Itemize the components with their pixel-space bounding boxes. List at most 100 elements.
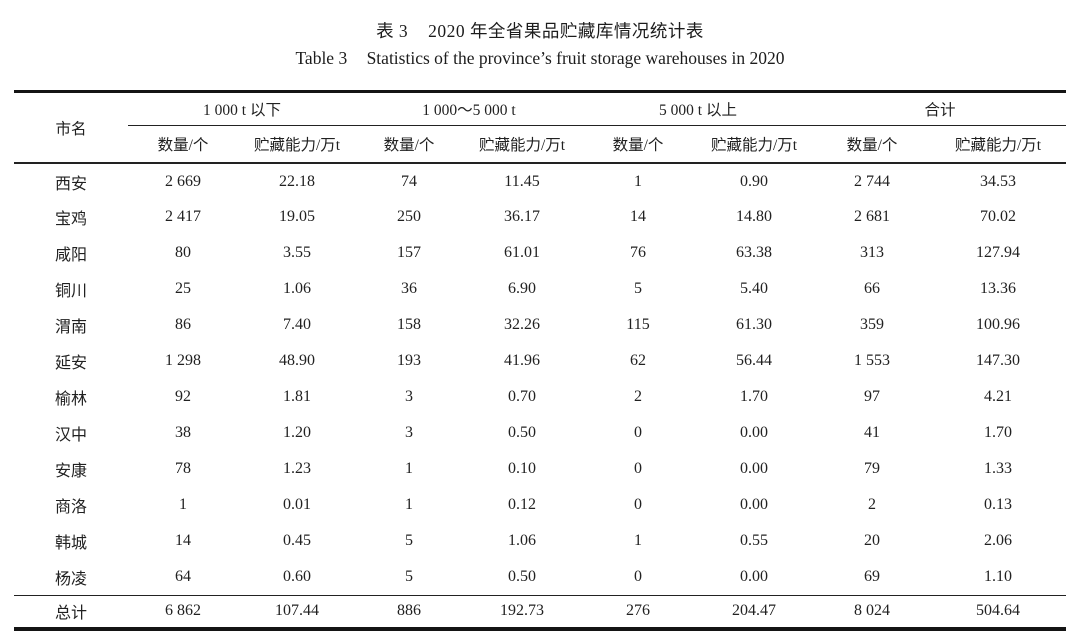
- value-cell: 1: [179, 496, 187, 513]
- city-cell: 咸阳: [54, 247, 87, 264]
- value-cell: 0.00: [740, 460, 768, 477]
- table-row: 杨凌 64 0.60 5 0.50 0 0.00 69 1.10: [14, 559, 1066, 595]
- value-cell: 14: [630, 208, 646, 225]
- total-value-cell: 276: [582, 594, 694, 629]
- value-cell: 14.80: [736, 208, 772, 225]
- value-cell: 86: [175, 316, 191, 333]
- value-cell: 1.06: [508, 532, 536, 549]
- table-header: 市名 1 000 t 以下 1 000～5 000 t 5 000 t 以上 合…: [14, 91, 1067, 164]
- value-cell: 1.20: [283, 424, 311, 441]
- value-cell: 19.05: [279, 208, 315, 225]
- table-row: 西安 2 669 22.18 74 11.45 1 0.90 2 744 34.…: [14, 163, 1066, 199]
- value-cell: 48.90: [279, 352, 315, 369]
- total-value-cell: 504.64: [930, 594, 1067, 629]
- city-cell: 汉中: [54, 427, 87, 444]
- city-cell: 西安: [54, 175, 87, 193]
- total-value-cell: 107.44: [238, 594, 356, 629]
- value-cell: 1.81: [283, 388, 311, 405]
- value-cell: 0.00: [740, 496, 768, 513]
- subheader-quantity: 数量/个: [356, 125, 462, 164]
- value-cell: 3: [405, 424, 413, 441]
- value-cell: 63.38: [736, 244, 772, 261]
- value-cell: 56.44: [736, 352, 772, 369]
- caption-zh-title: 2020 年全省果品贮藏库情况统计表: [428, 21, 704, 41]
- value-cell: 0: [634, 496, 642, 513]
- value-cell: 92: [175, 388, 191, 405]
- subheader-capacity: 贮藏能力/万t: [694, 125, 814, 164]
- value-cell: 115: [626, 316, 650, 333]
- table-row: 商洛 1 0.01 1 0.12 0 0.00 2 0.13: [14, 487, 1066, 523]
- city-cell: 韩城: [54, 535, 87, 552]
- total-value-cell: 6 862: [128, 594, 238, 629]
- table-figure: 表 3 2020 年全省果品贮藏库情况统计表 Table 3 Statistic…: [0, 19, 1080, 631]
- subheader-quantity: 数量/个: [582, 125, 694, 164]
- value-cell: 5.40: [740, 280, 768, 297]
- value-cell: 0.50: [508, 424, 536, 441]
- value-cell: 36.17: [504, 208, 540, 225]
- value-cell: 2: [634, 388, 642, 405]
- value-cell: 41: [864, 424, 880, 441]
- city-cell: 商洛: [54, 499, 87, 516]
- caption-zh: 表 3 2020 年全省果品贮藏库情况统计表: [0, 19, 1080, 43]
- value-cell: 158: [397, 316, 421, 333]
- value-cell: 127.94: [976, 244, 1020, 261]
- value-cell: 62: [630, 352, 646, 369]
- table-row: 延安 1 298 48.90 193 41.96 62 56.44 1 553 …: [14, 343, 1066, 379]
- subheader-capacity: 贮藏能力/万t: [238, 125, 356, 164]
- value-cell: 1 553: [854, 352, 890, 369]
- value-cell: 70.02: [980, 208, 1016, 225]
- value-cell: 0.45: [283, 532, 311, 549]
- value-cell: 5: [634, 280, 642, 297]
- value-cell: 79: [864, 460, 880, 477]
- table-row: 咸阳 80 3.55 157 61.01 76 63.38 313 127.94: [14, 235, 1066, 271]
- value-cell: 34.53: [980, 172, 1016, 190]
- value-cell: 1 298: [165, 352, 201, 369]
- city-cell: 延安: [54, 355, 87, 372]
- value-cell: 0: [634, 424, 642, 441]
- value-cell: 32.26: [504, 316, 540, 333]
- value-cell: 61.01: [504, 244, 540, 261]
- value-cell: 1.70: [984, 424, 1012, 441]
- caption-en-label: Table 3: [295, 48, 348, 68]
- value-cell: 147.30: [976, 352, 1020, 369]
- value-cell: 1: [405, 460, 413, 477]
- total-value-cell: 8 024: [814, 594, 930, 629]
- subheader-capacity: 贮藏能力/万t: [930, 125, 1067, 164]
- table-row: 安康 78 1.23 1 0.10 0 0.00 79 1.33: [14, 451, 1066, 487]
- total-row: 总计 6 862 107.44 886 192.73 276 204.47 8 …: [14, 594, 1067, 629]
- value-cell: 0.00: [740, 567, 768, 585]
- value-cell: 0.01: [283, 496, 311, 513]
- value-cell: 0.60: [283, 567, 311, 585]
- value-cell: 0.13: [984, 496, 1012, 513]
- value-cell: 359: [860, 316, 884, 333]
- group-header-total: 合计: [814, 91, 1067, 126]
- header-sub-row: 数量/个 贮藏能力/万t 数量/个 贮藏能力/万t 数量/个 贮藏能力/万t 数…: [14, 125, 1067, 164]
- table-footer: 总计 6 862 107.44 886 192.73 276 204.47 8 …: [14, 594, 1067, 629]
- group-header-1000-5000t: 1 000～5 000 t: [356, 91, 582, 126]
- header-group-row: 市名 1 000 t 以下 1 000～5 000 t 5 000 t 以上 合…: [14, 91, 1067, 164]
- table-row: 渭南 86 7.40 158 32.26 115 61.30 359 100.9…: [14, 307, 1066, 343]
- table-row: 铜川 25 1.06 36 6.90 5 5.40 66 13.36: [14, 271, 1066, 307]
- value-cell: 64: [175, 567, 191, 585]
- value-cell: 78: [175, 460, 191, 477]
- value-cell: 5: [405, 567, 413, 585]
- value-cell: 5: [405, 532, 413, 549]
- value-cell: 157: [397, 244, 421, 261]
- table-body: 西安 2 669 22.18 74 11.45 1 0.90 2 744 34.…: [14, 163, 1066, 595]
- value-cell: 41.96: [504, 352, 540, 369]
- city-cell: 铜川: [54, 283, 87, 300]
- value-cell: 1: [405, 496, 413, 513]
- value-cell: 3: [405, 388, 413, 405]
- value-cell: 1.70: [740, 388, 768, 405]
- value-cell: 66: [864, 280, 880, 297]
- value-cell: 0.55: [740, 532, 768, 549]
- subheader-quantity: 数量/个: [128, 125, 238, 164]
- value-cell: 80: [175, 244, 191, 261]
- value-cell: 0.50: [508, 567, 536, 585]
- value-cell: 1.10: [984, 567, 1012, 585]
- total-value-cell: 204.47: [694, 594, 814, 629]
- value-cell: 1.23: [283, 460, 311, 477]
- total-value-cell: 886: [356, 594, 462, 629]
- group-header-under-1000t: 1 000 t 以下: [128, 91, 356, 126]
- value-cell: 20: [864, 532, 880, 549]
